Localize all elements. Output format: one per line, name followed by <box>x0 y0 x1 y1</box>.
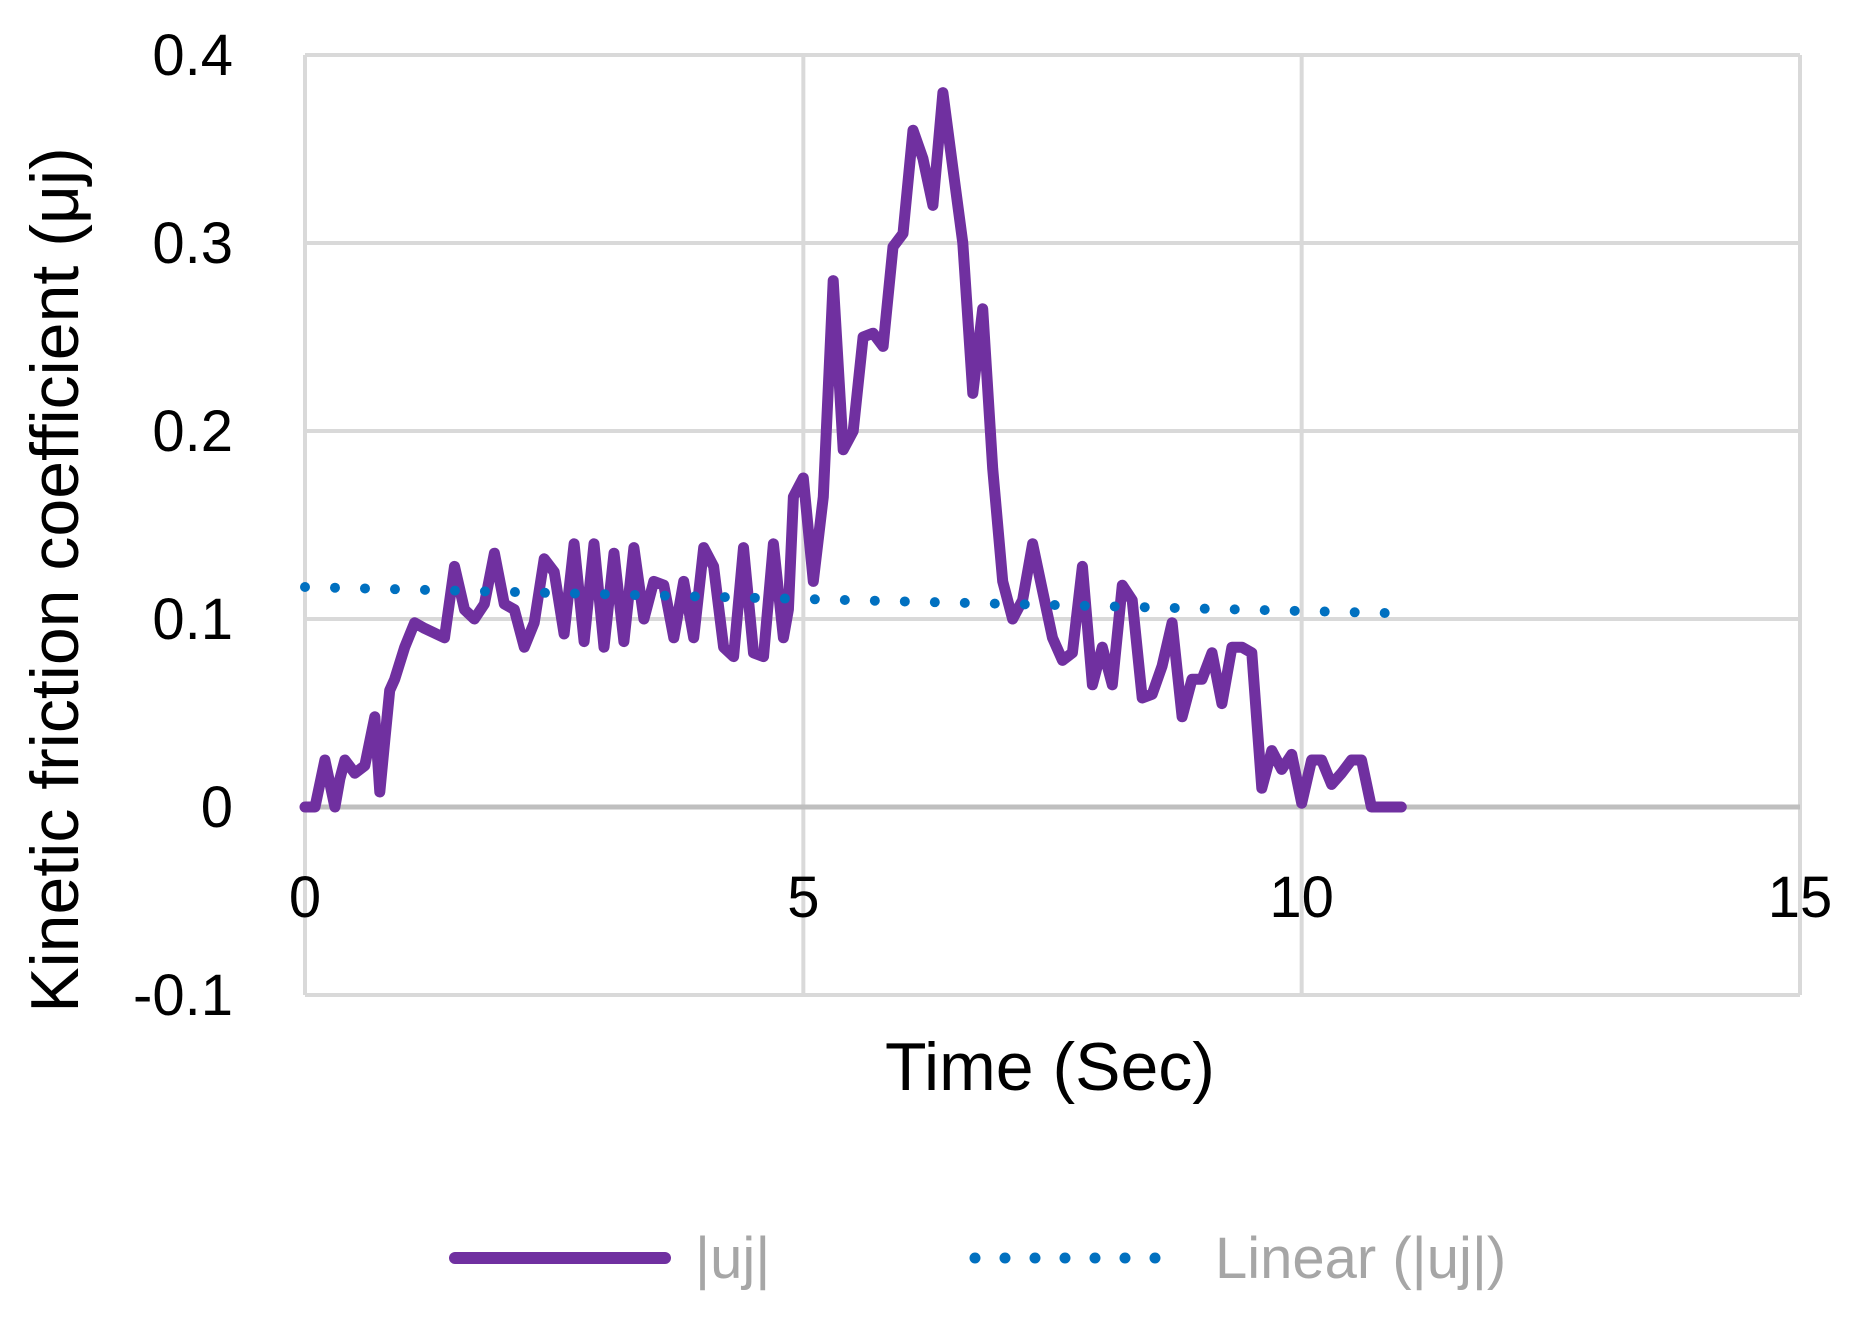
legend: |uj| Linear (|uj|) <box>449 1226 1506 1291</box>
grid <box>303 53 1802 997</box>
x-tick-label: 0 <box>289 865 321 930</box>
y-tick-label: 0.1 <box>152 587 233 652</box>
legend-label-uj: |uj| <box>695 1226 770 1291</box>
x-tick-label: 5 <box>787 865 819 930</box>
y-tick-label: 0 <box>201 775 233 840</box>
x-axis-title: Time (Sec) <box>885 1029 1215 1105</box>
y-axis-title: Kinetic friction coefficient (μj) <box>17 147 93 1013</box>
y-tick-label: 0.3 <box>152 211 233 276</box>
x-tick-label: 10 <box>1269 865 1334 930</box>
x-tick-label: 15 <box>1768 865 1833 930</box>
series <box>299 87 1407 813</box>
trendline-linear <box>300 582 1407 619</box>
series-line-uj <box>299 87 1407 813</box>
y-tick-label: 0.2 <box>152 399 233 464</box>
y-tick-label: 0.4 <box>152 23 233 88</box>
y-tick-label: -0.1 <box>133 963 233 1028</box>
legend-label-linear: Linear (|uj|) <box>1215 1226 1506 1291</box>
tick-labels: -0.1 0 0.1 0.2 0.3 0.4 0 5 10 15 <box>133 23 1832 1028</box>
